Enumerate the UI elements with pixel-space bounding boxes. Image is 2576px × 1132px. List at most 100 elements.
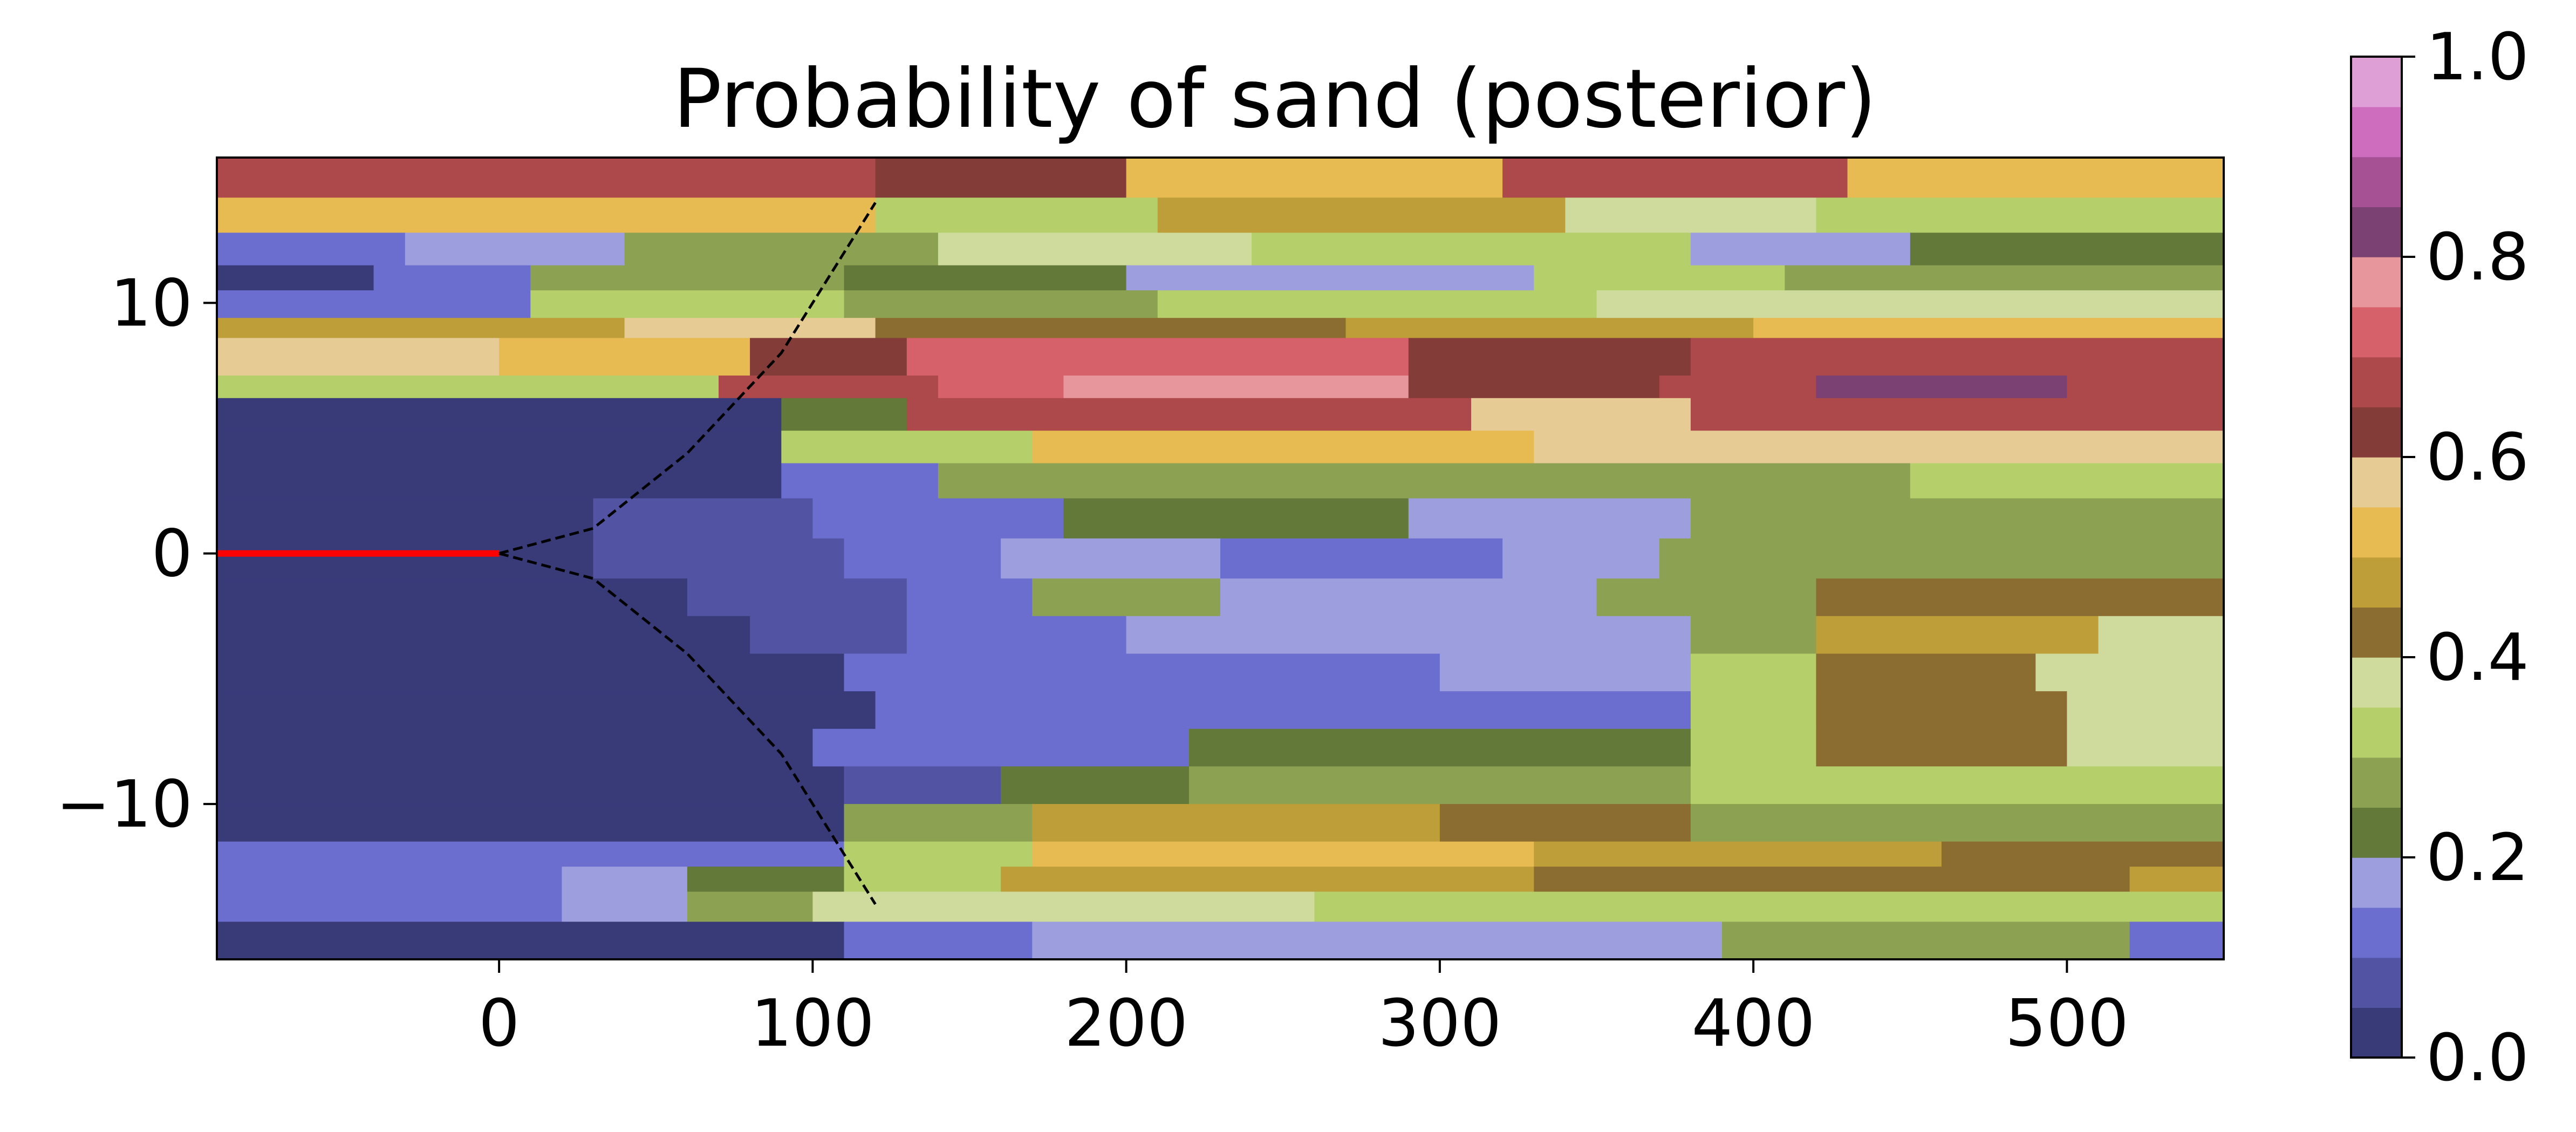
heatmap-cell bbox=[530, 290, 845, 318]
heatmap-cell bbox=[217, 578, 688, 617]
heatmap-cell bbox=[2129, 922, 2224, 960]
colorbar-tick-label: 0.8 bbox=[2426, 220, 2529, 295]
chart-title: Probability of sand (posterior) bbox=[673, 52, 1877, 146]
heatmap-cell bbox=[1408, 691, 1691, 729]
heatmap-cell bbox=[844, 867, 1001, 892]
heatmap-cell bbox=[1032, 431, 1535, 464]
heatmap-cell bbox=[1377, 463, 1911, 499]
heatmap-cell bbox=[1565, 197, 1817, 234]
heatmap-cell bbox=[1126, 616, 1691, 654]
heatmap-cell bbox=[217, 233, 406, 266]
heatmap-cell bbox=[1314, 891, 2224, 923]
heatmap-cell bbox=[1126, 265, 1534, 291]
heatmap-cell bbox=[1157, 197, 1566, 234]
colorbar-tick-label: 0.6 bbox=[2426, 420, 2529, 495]
x-tick-label: 300 bbox=[1378, 986, 1501, 1061]
heatmap-cell bbox=[593, 498, 814, 539]
colorbar-swatch bbox=[2351, 257, 2402, 308]
colorbar-swatch bbox=[2351, 607, 2402, 658]
heatmap-cell bbox=[1439, 804, 1691, 842]
colorbar-swatch bbox=[2351, 557, 2402, 608]
heatmap-cell bbox=[1502, 538, 1660, 579]
colorbar-frame bbox=[2350, 56, 2403, 1059]
colorbar-swatch bbox=[2351, 357, 2402, 407]
heatmap-cell bbox=[1910, 463, 2224, 499]
heatmap-cell bbox=[906, 398, 1472, 431]
heatmap-cell bbox=[1534, 265, 1786, 291]
colorbar-swatch bbox=[2351, 1007, 2402, 1058]
heatmap-cell bbox=[1690, 691, 1817, 729]
heatmap-cell bbox=[875, 197, 1158, 234]
heatmap-cell bbox=[1534, 867, 2130, 892]
y-tick-label: 0 bbox=[152, 517, 193, 592]
heatmap-cell bbox=[1941, 922, 2130, 960]
heatmap-cell bbox=[2035, 653, 2224, 692]
heatmap-cell bbox=[562, 867, 688, 892]
colorbar-swatch bbox=[2351, 907, 2402, 958]
heatmap-cell bbox=[1596, 290, 2224, 318]
heatmap-cell bbox=[1690, 398, 2224, 431]
heatmap-cell bbox=[1816, 616, 2099, 654]
heatmap-cell bbox=[1188, 728, 1691, 767]
heatmap-cell bbox=[687, 578, 907, 617]
heatmap-cell bbox=[1816, 691, 2068, 729]
colorbar-tick-label: 0.0 bbox=[2426, 1021, 2529, 1096]
x-axis: 0 100 200 300 400 500 bbox=[479, 959, 2129, 1061]
heatmap-cell bbox=[1220, 538, 1503, 579]
heatmap-cell bbox=[844, 538, 1001, 579]
heatmap-cell bbox=[217, 728, 814, 767]
heatmap-cell bbox=[373, 265, 531, 291]
heatmap-cell bbox=[1816, 578, 2224, 617]
heatmap-cell bbox=[1126, 158, 1503, 199]
x-tick-label: 0 bbox=[479, 986, 520, 1061]
heatmap-cell bbox=[1408, 498, 1691, 539]
overlay-lines bbox=[217, 202, 877, 905]
heatmap-cell bbox=[1816, 376, 2068, 399]
heatmap-cell bbox=[1408, 376, 1660, 399]
y-tick-label: −10 bbox=[56, 767, 193, 842]
heatmap-cell bbox=[812, 728, 970, 767]
colorbar-swatch bbox=[2351, 156, 2402, 207]
heatmap-cell bbox=[1690, 616, 1817, 654]
heatmap-cell bbox=[875, 691, 1064, 729]
heatmap-cell bbox=[687, 891, 814, 923]
heatmap-cell bbox=[1910, 233, 2224, 266]
heatmap-cell bbox=[217, 922, 845, 960]
heatmap-cell bbox=[624, 233, 939, 266]
heatmap-cell bbox=[1502, 158, 1848, 199]
heatmap-cell bbox=[217, 431, 782, 464]
heatmap-cell bbox=[1722, 922, 1942, 960]
heatmap-cell bbox=[1941, 841, 2224, 867]
colorbar-swatch bbox=[2351, 757, 2402, 808]
heatmap-cell bbox=[1690, 728, 1817, 767]
heatmap-cell bbox=[1345, 318, 1754, 339]
heatmap-cell bbox=[906, 616, 1127, 654]
heatmap-cell bbox=[844, 653, 1064, 692]
heatmap-cell bbox=[1785, 265, 2224, 291]
heatmap-cell bbox=[217, 538, 594, 579]
colorbar-swatch bbox=[2351, 207, 2402, 257]
heatmap-cell bbox=[624, 318, 876, 339]
heatmap-cell bbox=[1690, 653, 1817, 692]
colorbar-swatch bbox=[2351, 807, 2402, 858]
heatmap-cell bbox=[217, 616, 750, 654]
heatmap-cell bbox=[1471, 398, 1691, 431]
colorbar: 0.0 0.2 0.4 0.6 0.8 1.0 bbox=[2350, 20, 2529, 1096]
heatmap-cell bbox=[938, 233, 1252, 266]
heatmap-cell bbox=[217, 804, 845, 842]
heatmap-cell bbox=[217, 766, 845, 804]
heatmap-cell bbox=[1816, 653, 2037, 692]
heatmap-cell bbox=[1032, 841, 1535, 867]
heatmap-cell bbox=[844, 804, 1033, 842]
heatmap-cell bbox=[405, 233, 625, 266]
y-axis: 10 0 −10 bbox=[56, 266, 217, 842]
heatmap-cell bbox=[875, 158, 1127, 199]
y-tick-label: 10 bbox=[110, 266, 193, 341]
heatmap-cell bbox=[1063, 376, 1409, 399]
heatmap-cell bbox=[217, 867, 563, 892]
heatmap-cell bbox=[1032, 804, 1440, 842]
heatmap-cell bbox=[1063, 498, 1409, 539]
heatmap-cell bbox=[217, 197, 876, 234]
heatmap-cell bbox=[2098, 616, 2224, 654]
heatmap-cell bbox=[781, 431, 1033, 464]
